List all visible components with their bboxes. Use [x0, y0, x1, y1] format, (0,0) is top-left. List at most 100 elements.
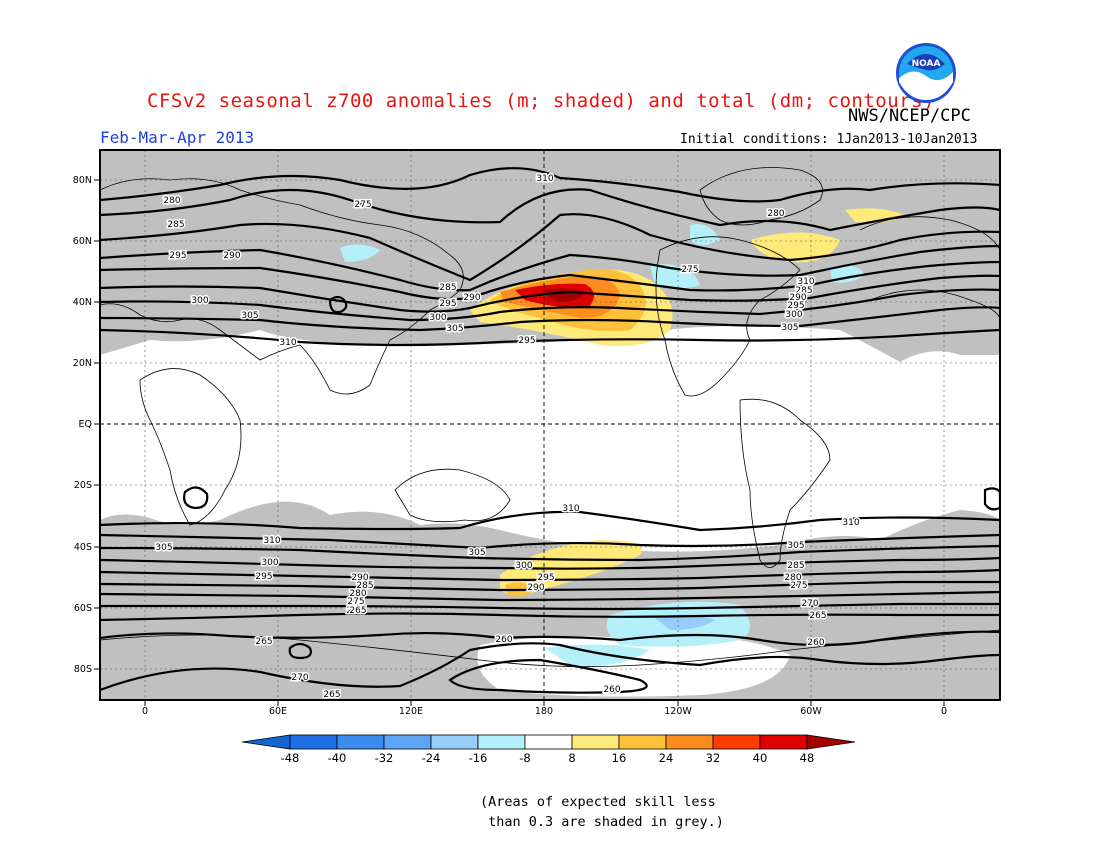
lon-label: 120E — [399, 706, 423, 717]
contour-label: 275 — [790, 581, 807, 591]
contour-label: 275 — [354, 200, 371, 210]
latitude-axis: 80N 60N 40N 20N EQ 20S 40S 60S 80S — [73, 175, 100, 675]
contour-label: 305 — [446, 324, 463, 334]
contour-label: 310 — [536, 174, 553, 184]
contour-label: 295 — [787, 301, 804, 311]
lon-label: 180 — [535, 706, 553, 717]
contour-label: 295 — [439, 299, 456, 309]
contour-label: 275 — [681, 265, 698, 275]
colorbar-swatch — [712, 734, 761, 750]
anomaly-negative-antarctic — [545, 644, 650, 666]
colorbar-label: 48 — [800, 751, 815, 765]
contour-label: 305 — [787, 541, 804, 551]
noaa-logo-text: NOAA — [912, 59, 941, 69]
colorbar-label: -24 — [422, 751, 441, 765]
colorbar-swatch — [336, 734, 385, 750]
lat-label: 40N — [73, 297, 92, 308]
anomaly-negative-northpacific-east — [690, 224, 720, 245]
chart-title: CFSv2 seasonal z700 anomalies (m; shaded… — [147, 90, 935, 112]
colorbar-left-arrow — [241, 734, 291, 750]
contour-label: 300 — [515, 561, 532, 571]
anomaly-positive-greenland — [750, 232, 840, 263]
contour-label: 300 — [785, 310, 802, 320]
contour-label: 285 — [167, 220, 184, 230]
skill-note-line1: (Areas of expected skill less — [480, 794, 716, 810]
contour-label: 265 — [809, 611, 826, 621]
contour-label: 310 — [263, 536, 280, 546]
map-panel: 280 2752852902953003053102852902953003053… — [100, 150, 1000, 700]
contour-label: 280 — [163, 196, 180, 206]
contour-label: 310 — [279, 338, 296, 348]
contour-label: 300 — [261, 558, 278, 568]
colorbar-swatch — [618, 734, 667, 750]
lon-label: 0 — [941, 706, 947, 717]
contour-label: 270 — [291, 673, 308, 683]
contour-label: 285 — [787, 561, 804, 571]
contour-label: 270 — [801, 599, 818, 609]
contour-label: 275 — [347, 597, 364, 607]
colorbar: -48 -40 -32 -24 -16 -8 8 16 24 32 40 48 — [241, 734, 856, 765]
lat-label: 80S — [74, 664, 92, 675]
contour-label: 305 — [155, 543, 172, 553]
contour-label: 265 — [349, 606, 366, 616]
lon-label: 60W — [800, 706, 822, 717]
contour-label: 305 — [781, 323, 798, 333]
colorbar-swatch — [524, 734, 573, 750]
contour-label: 290 — [463, 293, 480, 303]
colorbar-label: -8 — [519, 751, 530, 765]
colorbar-label: 8 — [568, 751, 575, 765]
low-skill-shading-north — [100, 150, 1000, 362]
contour-label: 290 — [527, 583, 544, 593]
longitude-axis: 0 60E 120E 180 120W 60W 0 — [142, 700, 947, 717]
lat-label: 40S — [74, 542, 92, 553]
anomaly-negative-southern-ocean-core — [655, 614, 715, 630]
anomaly-negative-asia — [340, 244, 380, 262]
contour-label: 270 — [346, 606, 363, 616]
contour-label: 300 — [429, 313, 446, 323]
lat-label: EQ — [79, 419, 92, 430]
colorbar-label: 40 — [753, 751, 768, 765]
initial-conditions-label: Initial conditions: 1Jan2013-10Jan2013 — [680, 132, 978, 147]
lon-label: 120W — [664, 706, 692, 717]
contour-label: 290 — [223, 251, 240, 261]
contour-label: 290 — [351, 573, 368, 583]
contour-label: 290 — [789, 293, 806, 303]
colorbar-label: -48 — [281, 751, 300, 765]
colorbar-swatch — [289, 734, 338, 750]
colorbar-right-arrow — [806, 734, 856, 750]
map-frame — [99, 149, 1001, 701]
colorbar-swatch — [477, 734, 526, 750]
contour-label: 260 — [495, 635, 512, 645]
skill-note-line2: than 0.3 are shaded in grey.) — [480, 814, 724, 830]
colorbar-label: 24 — [659, 751, 674, 765]
contour-label: 265 — [255, 637, 272, 647]
contour-label: 285 — [356, 581, 373, 591]
contour-label: 305 — [468, 548, 485, 558]
contours-nh — [100, 167, 1000, 347]
contour-label: 265 — [323, 690, 340, 700]
graticule — [100, 150, 1000, 700]
colorbar-label: 16 — [612, 751, 627, 765]
noaa-logo-icon: NOAA — [896, 43, 956, 103]
contour-label: 295 — [169, 251, 186, 261]
contour-label: 280 — [767, 209, 784, 219]
contour-label: 260 — [603, 685, 620, 695]
lat-label: 60N — [73, 236, 92, 247]
lat-label: 80N — [73, 175, 92, 186]
agency-label: NWS/NCEP/CPC — [848, 106, 971, 126]
skill-note: (Areas of expected skill less than 0.3 a… — [480, 792, 724, 832]
contour-label: 300 — [191, 296, 208, 306]
colorbar-label: -40 — [328, 751, 347, 765]
contour-labels-nh: 280 2752852902953003053102852902953003053… — [162, 173, 816, 350]
contour-label: 285 — [795, 286, 812, 296]
lon-label: 60E — [269, 706, 287, 717]
colorbar-label: 32 — [706, 751, 721, 765]
lat-label: 20N — [73, 358, 92, 369]
contours-sh — [100, 486, 1000, 694]
colorbar-swatch — [571, 734, 620, 750]
colorbar-label: -32 — [375, 751, 394, 765]
lat-label: 20S — [74, 480, 92, 491]
contour-label: 310 — [842, 518, 859, 528]
